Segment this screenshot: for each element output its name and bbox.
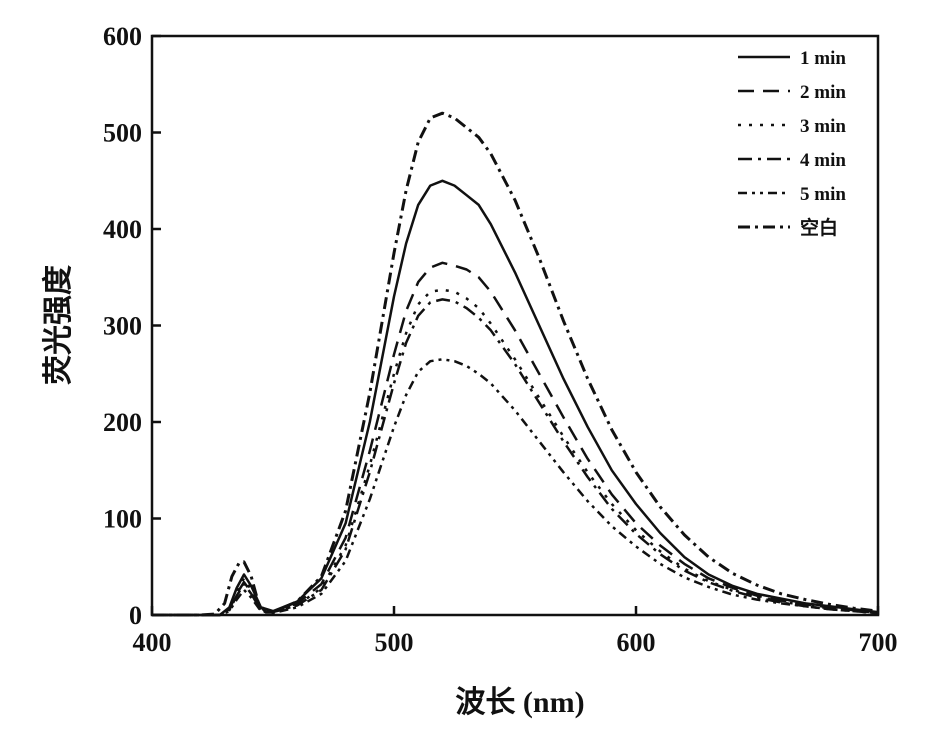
legend-label-5: 5 min [800,184,846,205]
legend-label-1: 1 min [800,48,846,69]
plot-area [152,36,878,615]
series-line-1 [152,181,878,615]
y-tick-label: 500 [103,119,142,148]
y-tick-label: 0 [129,601,142,630]
legend-label-6: 空白 [800,216,838,239]
x-tick-label: 600 [617,628,656,657]
legend-label-4: 4 min [800,150,846,171]
y-axis-title: 荧光强度 [42,265,75,385]
y-tick-label: 600 [103,22,142,51]
x-axis-ticks: 400 500 600 700 [133,606,898,657]
x-axis-title: 波长 (nm) [455,686,584,719]
legend-label-2: 2 min [800,82,846,103]
plot-frame [152,36,878,615]
legend: 1 min 2 min 3 min 4 min 5 min 空白 [738,48,846,239]
y-tick-label: 200 [103,408,142,437]
y-tick-label: 400 [103,215,142,244]
legend-label-3: 3 min [800,116,846,137]
series-layer [152,113,878,615]
series-line-6 [152,113,878,615]
series-line-4 [152,299,878,615]
x-tick-label: 700 [859,628,898,657]
series-line-5 [152,359,878,615]
series-line-3 [152,290,878,615]
x-tick-label: 500 [375,628,414,657]
y-tick-label: 100 [103,505,142,534]
y-tick-label: 300 [103,312,142,341]
series-line-2 [152,263,878,615]
x-tick-label: 400 [133,628,172,657]
